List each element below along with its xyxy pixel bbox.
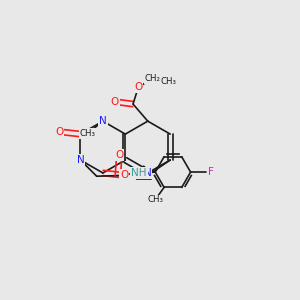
Text: O: O (134, 82, 142, 92)
Text: CH₃: CH₃ (161, 77, 177, 86)
Text: N: N (76, 155, 84, 165)
Text: O: O (55, 127, 63, 137)
Text: F: F (208, 167, 214, 177)
Text: CH₃: CH₃ (80, 129, 96, 138)
Text: CH₃: CH₃ (147, 195, 163, 204)
Text: N: N (144, 168, 152, 178)
Text: N: N (99, 116, 107, 126)
Text: O: O (111, 97, 119, 107)
Text: CH₂: CH₂ (145, 74, 160, 83)
Text: NH: NH (131, 168, 147, 178)
Text: O: O (120, 170, 128, 180)
Text: O: O (115, 150, 123, 160)
